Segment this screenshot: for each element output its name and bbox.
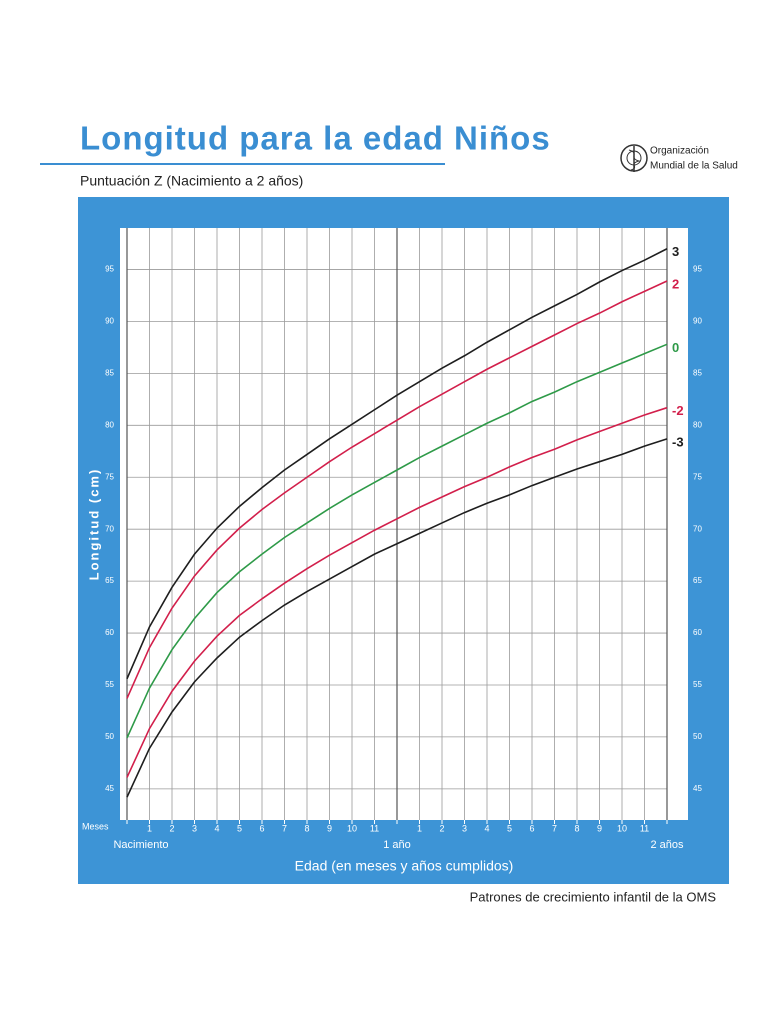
series-label: 2 bbox=[672, 276, 679, 291]
y-tick-label: 65 bbox=[693, 576, 702, 585]
chart-title: Longitud para la edad Niños bbox=[80, 120, 551, 157]
x-tick-label: 2 bbox=[169, 823, 174, 833]
series-line bbox=[126, 343, 668, 739]
y-tick-label: 70 bbox=[105, 524, 114, 533]
x-tick-label: 8 bbox=[304, 823, 309, 833]
x-axis-title: Edad (en meses y años cumplidos) bbox=[295, 858, 514, 874]
x-tick-label: 1 bbox=[417, 823, 422, 833]
x-tick-label: 2 años bbox=[650, 839, 684, 851]
x-tick-label: 4 bbox=[484, 823, 489, 833]
series-label: -3 bbox=[672, 434, 684, 449]
y-axis-title: Longitud (cm) bbox=[86, 468, 101, 581]
y-tick-label: 70 bbox=[693, 524, 702, 533]
y-tick-label: 50 bbox=[105, 732, 114, 741]
y-tick-label: 50 bbox=[693, 732, 702, 741]
series-line bbox=[126, 248, 668, 680]
chart-subtitle: Puntuación Z (Nacimiento a 2 años) bbox=[80, 173, 303, 189]
x-tick-label: 2 bbox=[439, 823, 444, 833]
series-line bbox=[126, 280, 668, 699]
y-tick-label: 95 bbox=[105, 265, 114, 274]
x-tick-label: 5 bbox=[237, 823, 242, 833]
x-tick-label: 10 bbox=[347, 823, 357, 833]
x-tick-label: 10 bbox=[617, 823, 627, 833]
logo-text: Mundial de la Salud bbox=[650, 161, 738, 172]
y-tick-label: 55 bbox=[693, 680, 702, 689]
x-tick-label: 3 bbox=[462, 823, 467, 833]
y-tick-label: 55 bbox=[105, 680, 114, 689]
y-tick-label: 95 bbox=[693, 265, 702, 274]
y-tick-label: 75 bbox=[693, 472, 702, 481]
x-tick-label: 1 año bbox=[383, 839, 411, 851]
x-tick-label: 11 bbox=[640, 823, 649, 833]
x-tick-label: 7 bbox=[282, 823, 287, 833]
y-tick-label: 85 bbox=[105, 369, 114, 378]
y-tick-label: 80 bbox=[105, 420, 114, 429]
x-tick-label: 4 bbox=[214, 823, 219, 833]
x-tick-label: 11 bbox=[370, 823, 379, 833]
y-tick-label: 65 bbox=[105, 576, 114, 585]
y-tick-label: 75 bbox=[105, 472, 114, 481]
x-tick-label: 5 bbox=[507, 823, 512, 833]
series-label: -2 bbox=[672, 403, 684, 418]
y-tick-label: 80 bbox=[693, 420, 702, 429]
plot-area bbox=[120, 228, 688, 820]
x-tick-label: 8 bbox=[574, 823, 579, 833]
y-tick-label: 60 bbox=[693, 628, 702, 637]
y-tick-label: 45 bbox=[105, 784, 114, 793]
x-tick-label: 9 bbox=[327, 823, 332, 833]
x-tick-label: 7 bbox=[552, 823, 557, 833]
x-unit-label: Meses bbox=[82, 821, 109, 831]
y-tick-label: 90 bbox=[693, 317, 702, 326]
source-note: Patrones de crecimiento infantil de la O… bbox=[470, 889, 717, 904]
y-tick-label: 60 bbox=[105, 628, 114, 637]
series-label: 0 bbox=[672, 340, 679, 355]
x-tick-label: 9 bbox=[597, 823, 602, 833]
logo-text: Organización bbox=[650, 146, 709, 157]
series-label: 3 bbox=[672, 244, 679, 259]
series-line bbox=[126, 438, 668, 798]
x-tick-label: 6 bbox=[259, 823, 264, 833]
x-tick-label: 6 bbox=[529, 823, 534, 833]
x-tick-label: 1 bbox=[147, 823, 152, 833]
y-tick-label: 90 bbox=[105, 317, 114, 326]
who-logo: Organización Mundial de la Salud bbox=[620, 144, 738, 172]
x-tick-label: Nacimiento bbox=[113, 839, 168, 851]
y-tick-label: 45 bbox=[693, 784, 702, 793]
series-line bbox=[126, 406, 668, 778]
y-tick-label: 85 bbox=[693, 369, 702, 378]
x-tick-label: 3 bbox=[192, 823, 197, 833]
